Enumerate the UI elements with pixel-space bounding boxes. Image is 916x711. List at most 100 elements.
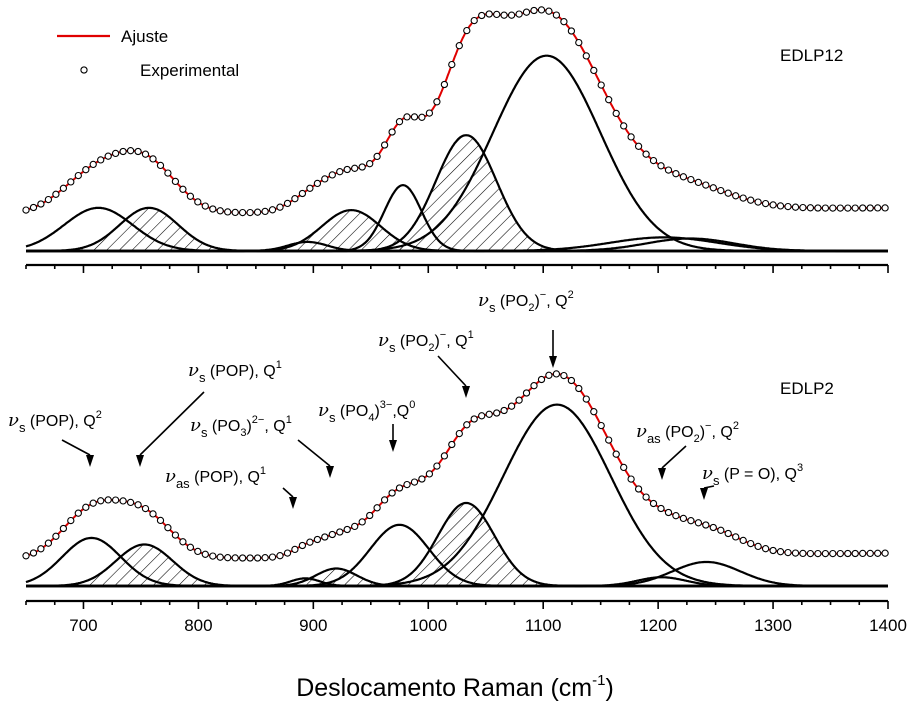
experimental-point (567, 376, 576, 385)
annotation-arrowhead (549, 356, 557, 368)
panel-edlp12: EDLP12 (22, 6, 889, 253)
annotation-arrowhead (389, 440, 397, 452)
experimental-point (366, 511, 374, 520)
experimental-point (530, 6, 538, 15)
experimental-point (560, 18, 568, 26)
x-tick-label: 1400 (869, 616, 907, 635)
experimental-point (149, 155, 157, 163)
experimental-point (74, 509, 82, 517)
annotation-leader (437, 355, 467, 387)
experimental-point (657, 162, 665, 170)
experimental-point (672, 512, 680, 520)
experimental-point (567, 27, 576, 35)
experimental-point (141, 504, 150, 513)
experimental-point (754, 542, 762, 551)
experimental-point (478, 412, 486, 420)
annotation-leader (282, 487, 294, 498)
experimental-point (552, 370, 561, 378)
experimental-point (224, 208, 232, 216)
annotation-vs-po4-q0: νs (PO4)3−,Q0 (318, 399, 415, 452)
experimental-point (485, 410, 493, 418)
experimental-point (291, 545, 299, 554)
annotation-vas-po2-q2: νas (PO2)−, Q2 (636, 420, 739, 480)
experimental-point (829, 549, 837, 558)
experimental-point (59, 524, 68, 533)
experimental-point (679, 514, 688, 523)
experimental-point (874, 204, 882, 212)
experimental-point (126, 147, 135, 155)
experimental-point (276, 552, 284, 560)
svg-text:νs (P = O), Q3: νs (P = O), Q3 (702, 462, 803, 488)
experimental-point (679, 173, 688, 181)
experimental-point (82, 166, 90, 174)
experimental-point (37, 200, 45, 208)
experimental-point (22, 552, 30, 560)
annotation-leader (61, 439, 91, 456)
experimental-point (97, 156, 105, 164)
experimental-point (784, 202, 792, 211)
experimental-point (732, 533, 740, 541)
legend-fit-label: Ajuste (121, 27, 168, 46)
experimental-point (478, 11, 486, 20)
experimental-point (298, 189, 307, 198)
experimental-point (851, 549, 859, 558)
experimental-point (52, 532, 60, 540)
experimental-point (687, 517, 695, 525)
experimental-point (597, 81, 605, 89)
experimental-point (29, 203, 38, 212)
annotation-vs-pop-q1: νs (POP), Q1 (136, 359, 282, 467)
experimental-point (664, 166, 673, 174)
experimental-point (313, 179, 322, 188)
annotation-arrowhead (289, 497, 297, 509)
experimental-point (351, 164, 359, 172)
experimental-point (724, 189, 732, 197)
experimental-point (642, 150, 650, 158)
experimental-point (866, 204, 874, 212)
legend: Ajuste Experimental (57, 27, 239, 80)
experimental-point (747, 196, 755, 204)
peak-hatch-5 (26, 135, 888, 251)
svg-text:νs (POP), Q2: νs (POP), Q2 (8, 409, 102, 435)
experimental-point (253, 554, 262, 562)
svg-text:νs (PO4)3−,Q0: νs (PO4)3−,Q0 (318, 399, 415, 425)
experimental-point (575, 38, 583, 47)
panel-edlp2: EDLP2 (22, 370, 889, 588)
experimental-point (141, 150, 150, 158)
experimental-point (448, 60, 456, 69)
experimental-point (351, 522, 359, 531)
annotation-arrowhead (136, 455, 144, 467)
experimental-point (605, 96, 613, 104)
experimental-point (649, 156, 658, 165)
experimental-point (306, 538, 314, 546)
experimental-point (276, 203, 284, 211)
experimental-point (253, 208, 262, 216)
experimental-point (470, 415, 478, 423)
experimental-point (747, 539, 755, 548)
experimental-point (821, 204, 830, 212)
experimental-point (246, 208, 254, 217)
experimental-point (724, 529, 732, 538)
experimental-point (448, 440, 456, 449)
experimental-point (403, 480, 411, 489)
experimental-point (791, 203, 800, 211)
annotation-arrowhead (326, 466, 334, 478)
experimental-point (470, 16, 478, 25)
panel-label: EDLP2 (780, 379, 834, 398)
experimental-point (739, 194, 747, 202)
experimental-point (575, 384, 583, 393)
experimental-point (582, 52, 590, 60)
experimental-point (836, 204, 844, 212)
experimental-point (821, 549, 830, 558)
experimental-point (358, 518, 366, 526)
experimental-point (67, 516, 75, 525)
experimental-point (89, 499, 97, 507)
experimental-point (440, 80, 449, 89)
experimental-point (463, 26, 471, 35)
experimental-point (814, 204, 822, 212)
experimental-point (776, 548, 785, 556)
experimental-point (702, 521, 710, 529)
experimental-point (687, 175, 695, 184)
experimental-point (493, 409, 501, 417)
x-axis: 700 800 900 1000 1100 1200 1300 1400 (25, 263, 907, 635)
experimental-point (209, 552, 217, 560)
